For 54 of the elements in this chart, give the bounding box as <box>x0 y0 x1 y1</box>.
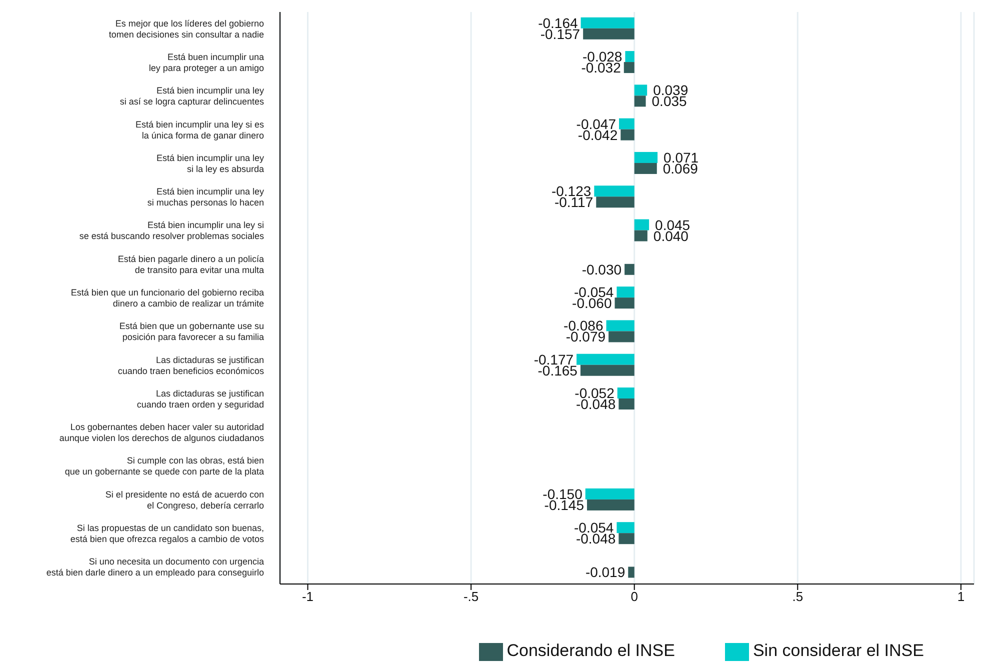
bar <box>594 186 634 197</box>
data-label: -0.030 <box>582 261 622 278</box>
bar <box>576 354 634 365</box>
bar <box>580 364 634 376</box>
bar <box>617 388 634 398</box>
x-tick-label: -.5 <box>463 589 479 604</box>
bar <box>616 286 634 298</box>
y-tick-label: Si cumple con las obras, está bien que un gobernante se quede con parte de la plata <box>64 456 264 477</box>
y-tick-label: Está bien incumplir una ley si es la única forma de ganar dinero <box>135 119 264 140</box>
bar <box>634 84 648 96</box>
x-tick-label: .5 <box>792 589 804 604</box>
bar <box>624 264 634 275</box>
bar <box>608 331 634 342</box>
y-tick-label: Está bien incumplir una ley si se está buscando resolver problemas sociales <box>79 220 264 242</box>
bar <box>618 533 634 544</box>
x-tick-label: 0 <box>630 589 638 604</box>
bar <box>585 488 634 500</box>
y-tick-label: Está buen incumplir una ley para proteger a un amigo <box>148 52 264 73</box>
bar <box>620 129 634 140</box>
y-tick-label: Está bien incumplir una ley si muchas personas lo hacen <box>147 186 264 208</box>
y-tick-label: Es mejor que los líderes del gobierno tomen decisiones sin consultar a nadie <box>108 18 264 40</box>
bar <box>634 219 650 230</box>
y-tick-label: Si las propuestas de un candidato son buenas, está bien que ofrezca regalos a cambio de votos <box>70 523 264 544</box>
bar <box>628 566 634 578</box>
y-tick-label: Está bien que un gobernante use su posición para favorecer a su familia <box>119 321 264 342</box>
y-tick-label: Los gobernantes deben hacer valer su autoridad aunque violen los derechos de algunos ciudadanos <box>59 422 264 444</box>
x-tick-label: -1 <box>302 589 314 604</box>
y-tick-label: Está bien incumplir una ley si la ley es absurda <box>156 152 264 174</box>
y-tick-label: Si el presidente no está de acuerdo con el Congreso, debería cerrarlo <box>105 489 264 510</box>
y-tick-label: Si uno necesita un documento con urgencia está bien darle dinero a un empleado para conseguirlo <box>46 556 264 578</box>
bar <box>618 398 634 410</box>
bar <box>619 118 634 130</box>
y-tick-label: Está bien pagarle dinero a un policía de transito para evitar una multa <box>118 254 264 275</box>
bar <box>634 152 658 163</box>
bar <box>634 96 646 107</box>
bar <box>606 320 634 332</box>
bar <box>625 51 634 62</box>
x-tick-label: 1 <box>957 589 965 604</box>
bar <box>580 17 634 28</box>
bar <box>586 499 634 510</box>
bar <box>624 62 634 74</box>
bar <box>634 230 648 242</box>
legend-label: Sin considerar el INSE <box>752 641 924 660</box>
bar <box>596 196 634 208</box>
bar <box>614 298 634 309</box>
bar <box>583 28 634 40</box>
bar <box>616 522 634 534</box>
y-tick-label: Las dictaduras se justifican cuando traen beneficios económicos <box>118 354 264 376</box>
y-tick-label: Está bien incumplir una ley si así se logra capturar delincuentes <box>120 86 264 107</box>
data-label: -0.019 <box>585 564 626 580</box>
y-tick-label: Está bien que un funcionario del gobierno reciba dinero a cambio de realizar un trámite <box>70 288 264 308</box>
y-tick-label: Las dictaduras se justifican cuando traen orden y seguridad <box>136 388 264 410</box>
bar <box>634 162 657 174</box>
legend-label: Considerando el INSE <box>506 641 675 660</box>
